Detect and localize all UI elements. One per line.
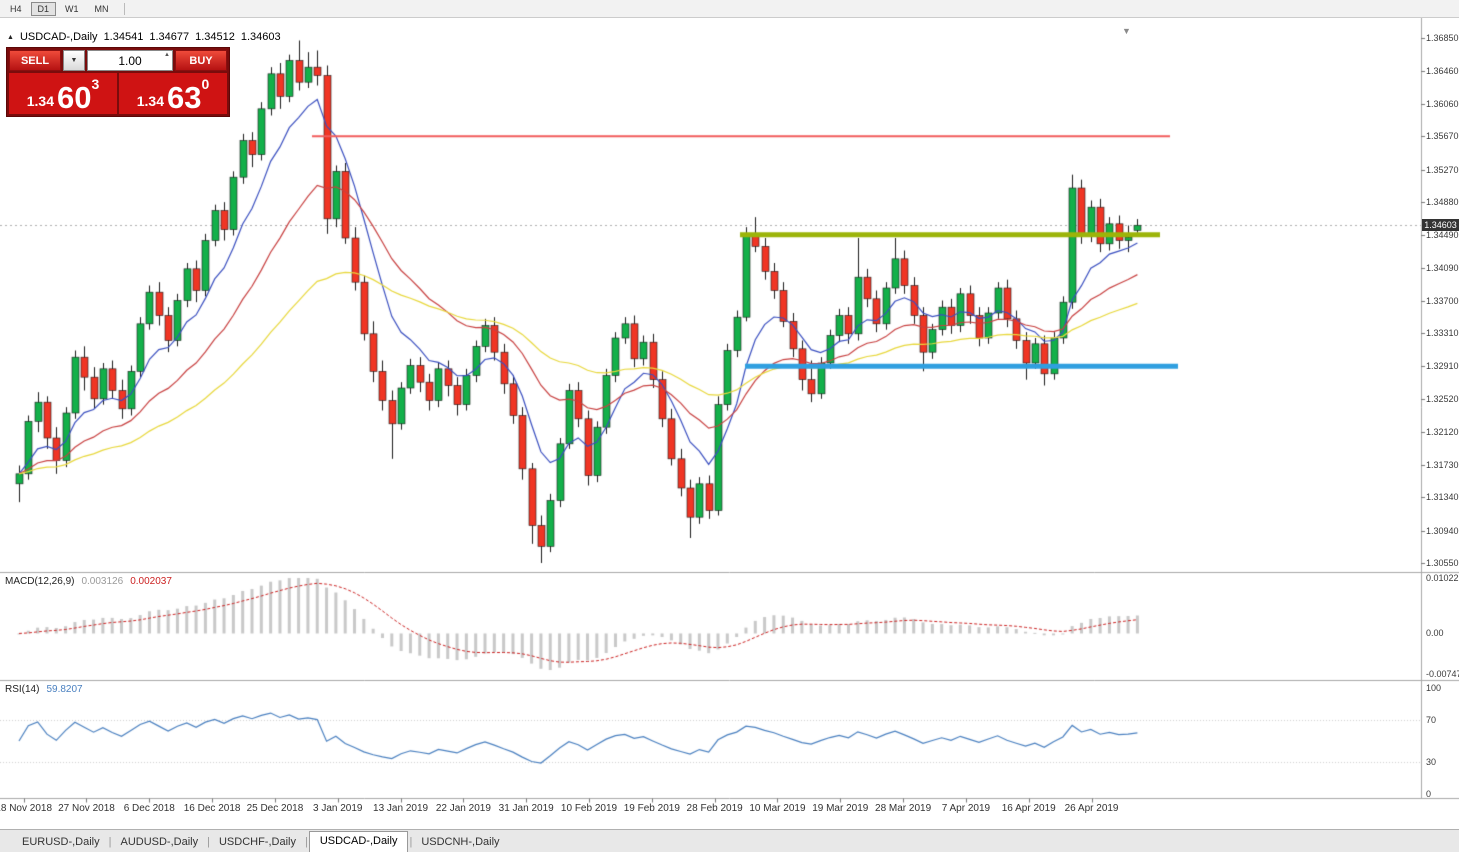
buy-price-pips: 63 xyxy=(166,79,202,115)
volume-input[interactable]: 1.00 ▲ xyxy=(87,50,173,71)
timeframe-mn-button[interactable]: MN xyxy=(88,2,116,16)
macd-name: MACD(12,26,9) xyxy=(5,576,75,587)
volume-dropdown-button[interactable]: ▼ xyxy=(63,50,85,71)
sell-button[interactable]: SELL xyxy=(9,50,61,71)
symbol-marker-icon: ▲ xyxy=(7,33,14,41)
one-click-trading-panel: SELL ▼ 1.00 ▲ BUY 1.34 60 3 1.34 63 0 xyxy=(6,47,230,117)
chart-tab-bar: EURUSD-,Daily | AUDUSD-,Daily | USDCHF-,… xyxy=(0,829,1459,852)
tab-usdcnh-daily[interactable]: USDCNH-,Daily xyxy=(421,836,500,848)
tab-separator: | xyxy=(304,836,308,848)
timeframe-w1-button[interactable]: W1 xyxy=(58,2,86,16)
buy-price-display[interactable]: 1.34 63 0 xyxy=(119,73,227,114)
macd-indicator-label: MACD(12,26,9) 0.003126 0.002037 xyxy=(5,576,172,587)
tab-separator: | xyxy=(108,836,112,848)
macd-signal-value: 0.002037 xyxy=(130,576,172,587)
sell-price-point: 3 xyxy=(91,76,100,92)
rsi-indicator-label: RSI(14) 59.8207 xyxy=(5,684,83,695)
volume-spinner-up-icon[interactable]: ▲ xyxy=(164,52,170,58)
buy-price-main: 1.34 xyxy=(136,93,164,109)
symbol-header: ▲ USDCAD-,Daily 1.34541 1.34677 1.34512 … xyxy=(7,31,281,43)
volume-value: 1.00 xyxy=(118,53,142,68)
sell-price-pips: 60 xyxy=(56,79,92,115)
rsi-name: RSI(14) xyxy=(5,684,40,695)
tab-usdcad-daily[interactable]: USDCAD-,Daily xyxy=(308,831,409,852)
rsi-value: 59.8207 xyxy=(46,684,83,695)
ohlc-close: 1.34603 xyxy=(240,31,281,43)
ohlc-high: 1.34677 xyxy=(149,31,190,43)
current-price-badge: 1.34603 xyxy=(1422,219,1459,231)
tab-separator: | xyxy=(409,836,413,848)
ohlc-open: 1.34541 xyxy=(103,31,144,43)
tab-audusd-daily[interactable]: AUDUSD-,Daily xyxy=(120,836,199,848)
macd-main-value: 0.003126 xyxy=(81,576,124,587)
timeframe-toolbar: H4 D1 W1 MN xyxy=(0,0,1459,18)
sell-price-main: 1.34 xyxy=(26,93,54,109)
trade-panel-controls: SELL ▼ 1.00 ▲ BUY xyxy=(9,50,227,71)
ohlc-low: 1.34512 xyxy=(195,31,235,43)
timeframe-h4-button[interactable]: H4 xyxy=(3,2,29,16)
buy-button[interactable]: BUY xyxy=(175,50,227,71)
trade-panel-prices: 1.34 60 3 1.34 63 0 xyxy=(9,73,227,114)
symbol-title: USDCAD-,Daily xyxy=(19,31,98,43)
tab-usdchf-daily[interactable]: USDCHF-,Daily xyxy=(218,836,296,848)
timeframe-d1-button[interactable]: D1 xyxy=(30,1,57,16)
sell-price-display[interactable]: 1.34 60 3 xyxy=(9,73,117,114)
chart-shift-marker-icon: ▼ xyxy=(1122,26,1131,36)
tab-separator: | xyxy=(207,836,210,848)
chevron-down-icon: ▼ xyxy=(70,57,78,64)
tab-eurusd-daily[interactable]: EURUSD-,Daily xyxy=(22,836,100,848)
buy-price-point: 0 xyxy=(201,76,210,92)
toolbar-divider xyxy=(123,2,125,15)
